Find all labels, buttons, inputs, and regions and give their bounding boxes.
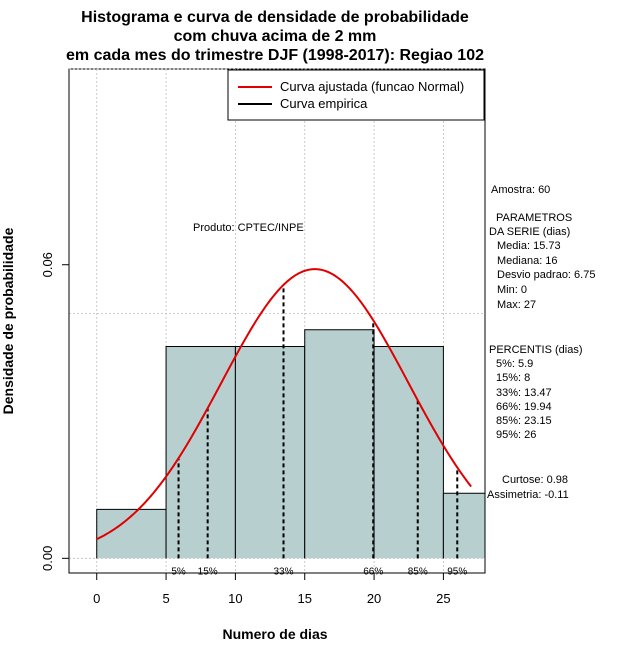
percentile-label: 33%	[274, 566, 294, 577]
legend: Curva ajustada (funcao Normal) Curva emp…	[227, 69, 485, 121]
percentile-label: 15%	[198, 566, 218, 577]
percentile-label: 66%	[363, 566, 383, 577]
stat-mediana: Mediana: 16	[497, 255, 558, 267]
legend-box	[227, 69, 485, 121]
stats-panel: Amostra: 60 PARAMETROS DA SERIE (dias) M…	[487, 184, 595, 501]
normal-curve	[96, 268, 472, 541]
y-tick-label: 0.00	[40, 546, 55, 571]
x-axis-label: Numero de dias	[222, 626, 327, 642]
stat-sample: Amostra: 60	[491, 184, 550, 196]
stat-p66: 66%: 19.94	[496, 401, 552, 413]
stat-desvio: Desvio padrao: 6.75	[497, 269, 595, 281]
stat-curtose: Curtose: 0.98	[502, 474, 568, 486]
stat-params-header-1: PARAMETROS	[496, 212, 572, 224]
x-tick-label: 25	[436, 591, 450, 606]
chart-title-line-1: Histograma e curva de densidade de proba…	[81, 9, 469, 26]
stat-p95: 95%: 26	[496, 429, 536, 441]
stat-min: Min: 0	[497, 284, 527, 296]
stat-media: Media: 15.73	[497, 240, 561, 252]
stat-params-header-2: DA SERIE (dias)	[489, 226, 570, 238]
y-axis-label: Densidade de probabilidade	[0, 227, 16, 414]
stat-percentis-header: PERCENTIS (dias)	[489, 344, 583, 356]
histogram-bar-outline	[442, 492, 486, 559]
legend-label-fit: Curva ajustada (funcao Normal)	[280, 79, 464, 94]
x-tick-label: 15	[297, 591, 311, 606]
stat-p15: 15%: 8	[496, 372, 530, 384]
normal-curve-line	[96, 268, 472, 541]
legend-label-empirical: Curva empirica	[280, 96, 368, 111]
stat-max: Max: 27	[497, 299, 536, 311]
x-axis: 0 5 10 15 20 25	[93, 572, 451, 606]
y-axis: 0.00 0.06	[40, 252, 70, 571]
stat-p85: 85%: 23.15	[496, 415, 552, 427]
histogram-bars	[96, 329, 486, 559]
x-tick-label: 20	[367, 591, 381, 606]
percentile-label: 5%	[171, 566, 186, 577]
chart-title-line-3: em cada mes do trimestre DJF (1998-2017)…	[66, 47, 484, 64]
histogram-bar	[374, 346, 444, 559]
histogram-bar	[443, 493, 485, 559]
product-annotation: Produto: CPTEC/INPE	[193, 222, 304, 234]
y-tick-label: 0.06	[40, 252, 55, 277]
stat-p5: 5%: 5.9	[496, 358, 533, 370]
stat-assimetria: Assimetria: -0.11	[487, 489, 569, 501]
histogram-bar	[235, 346, 305, 559]
stat-p33: 33%: 13.47	[496, 387, 552, 399]
percentile-label: 95%	[447, 566, 467, 577]
histogram-bar	[304, 329, 375, 559]
percentile-lines: 5% 15% 33% 66% 85% 95%	[171, 284, 467, 577]
percentile-label: 85%	[408, 566, 428, 577]
chart-title-line-2: com chuva acima de 2 mm	[174, 28, 377, 45]
x-tick-label: 5	[162, 591, 169, 606]
x-tick-label: 10	[228, 591, 242, 606]
x-tick-label: 0	[93, 591, 100, 606]
histogram-bar	[166, 346, 236, 559]
